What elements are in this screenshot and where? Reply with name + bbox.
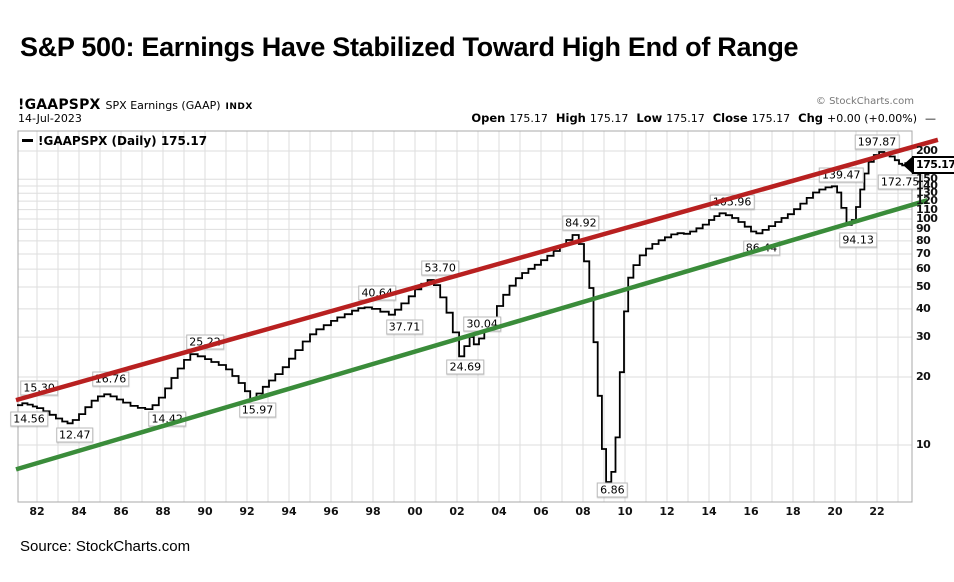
series-legend: !GAAPSPX (Daily) 175.17 [22, 134, 207, 148]
y-axis-tick-label: 20 [916, 369, 931, 383]
x-axis-tick-label: 08 [575, 505, 591, 518]
quote-field-value: 175.17 [751, 112, 791, 125]
y-axis-tick-label: 150 [916, 172, 938, 186]
data-point-flag: 105.96 [709, 194, 755, 210]
quote-summary: Open 175.17 High 175.17 Low 175.17 Close 17… [471, 111, 936, 125]
quote-field-value: 175.17 [666, 112, 705, 125]
x-axis-tick-label: 12 [659, 505, 675, 518]
x-axis-tick-label: 88 [155, 505, 171, 518]
data-point-flag: 53.70 [421, 260, 459, 276]
x-axis-tick-label: 98 [365, 505, 381, 518]
source-note: Source: StockCharts.com [20, 538, 191, 555]
x-axis-tick-label: 02 [449, 505, 465, 518]
y-axis-tick-label: 70 [916, 247, 931, 260]
x-axis-tick-label: 22 [869, 505, 885, 518]
x-axis-tick-label: 90 [197, 505, 213, 518]
ticker-exchange: INDX [225, 102, 253, 112]
x-axis-tick-label: 82 [29, 505, 45, 518]
data-point-flag: 15.97 [238, 402, 277, 418]
quote-field-label: Close [712, 111, 752, 125]
data-point-flag: 16.76 [91, 371, 130, 387]
data-point-flag: 139.47 [819, 167, 864, 183]
data-point-flag: 6.86 [597, 482, 628, 498]
last-price-tag: 175.17 [912, 156, 954, 174]
page-title: S&P 500: Earnings Have Stabilized Toward… [20, 32, 799, 62]
data-point-flag: 37.71 [385, 319, 424, 335]
x-axis-tick-label: 84 [71, 505, 87, 518]
copyright-note: © StockCharts.com [815, 96, 914, 107]
y-axis-tick-label: 30 [916, 330, 931, 344]
lower-channel-line [15, 198, 929, 472]
series-legend-label: !GAAPSPX (Daily) 175.17 [38, 134, 208, 148]
quote-field-label: Low [636, 111, 667, 125]
x-axis-tick-label: 16 [743, 505, 759, 518]
quote-field-value: 175.17 [589, 112, 629, 125]
y-axis-tick-label: 10 [916, 438, 931, 451]
data-point-flag: 30.04 [463, 316, 501, 332]
data-point-flag: 24.69 [446, 359, 485, 375]
data-point-flag: 86.44 [742, 240, 781, 256]
x-axis-tick-label: 10 [617, 505, 633, 518]
quote-field-value: +0.00 (+0.00%) [827, 112, 917, 125]
data-point-flag: 25.22 [186, 334, 224, 350]
x-axis-tick-label: 06 [533, 505, 549, 518]
x-axis-tick-label: 00 [407, 505, 423, 518]
x-axis-tick-label: 14 [701, 505, 717, 518]
y-axis-tick-label: 50 [916, 280, 931, 294]
chart-date: 14-Jul-2023 [18, 112, 82, 125]
series-line-swatch [22, 139, 33, 142]
quote-field-label: Open [471, 111, 510, 125]
data-point-flag: 12.47 [56, 427, 94, 443]
data-point-flag: 84.92 [562, 215, 600, 231]
quote-field-value: 175.17 [509, 112, 548, 125]
x-axis-tick-label: 92 [239, 505, 255, 518]
ticker-symbol: !GAAPSPX [18, 97, 101, 113]
data-point-flag: 14.56 [10, 411, 48, 427]
data-point-flag: 94.13 [839, 232, 877, 248]
quote-field-label: High [555, 111, 590, 125]
data-point-flag: 14.42 [148, 411, 186, 427]
y-axis-tick-label: 80 [916, 233, 931, 247]
x-axis-tick-label: 18 [785, 505, 801, 518]
data-point-flag: 15.30 [20, 380, 58, 396]
chart-header: !GAAPSPX SPX Earnings (GAAP) INDX [18, 94, 253, 113]
x-axis-tick-label: 04 [491, 505, 507, 518]
data-point-flag: 197.87 [854, 134, 900, 150]
quote-dash: — [925, 112, 936, 125]
y-axis-tick-label: 60 [916, 262, 931, 276]
quote-field-label: Chg [798, 111, 828, 125]
y-axis-tick-label: 200 [916, 143, 938, 157]
x-axis-tick-label: 94 [281, 505, 297, 518]
x-axis-tick-label: 20 [827, 505, 843, 518]
y-axis-tick-label: 40 [916, 301, 931, 315]
x-axis-tick-label: 86 [113, 505, 129, 518]
data-point-flag: 40.64 [358, 285, 396, 301]
x-axis-tick-label: 96 [323, 505, 339, 518]
ticker-name: SPX Earnings (GAAP) [105, 99, 221, 112]
